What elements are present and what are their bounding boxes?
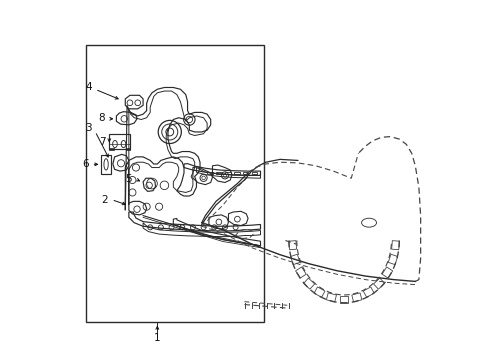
Text: 4: 4 [85,82,92,93]
Bar [233,172,239,174]
Bar [125,148,130,150]
Text: 5: 5 [125,174,132,184]
Text: 3: 3 [85,123,92,134]
Bar [109,134,130,149]
Bar [216,172,221,174]
Text: 6: 6 [81,159,88,169]
Text: 8: 8 [98,113,104,123]
Bar [251,172,257,174]
Bar [109,148,113,150]
Text: 2: 2 [102,194,108,204]
Text: 7: 7 [100,136,106,147]
Bar [86,45,264,322]
Bar [242,172,248,174]
Text: 1: 1 [154,333,160,343]
Bar [224,172,230,174]
Bar [101,155,110,174]
Bar [207,172,212,174]
